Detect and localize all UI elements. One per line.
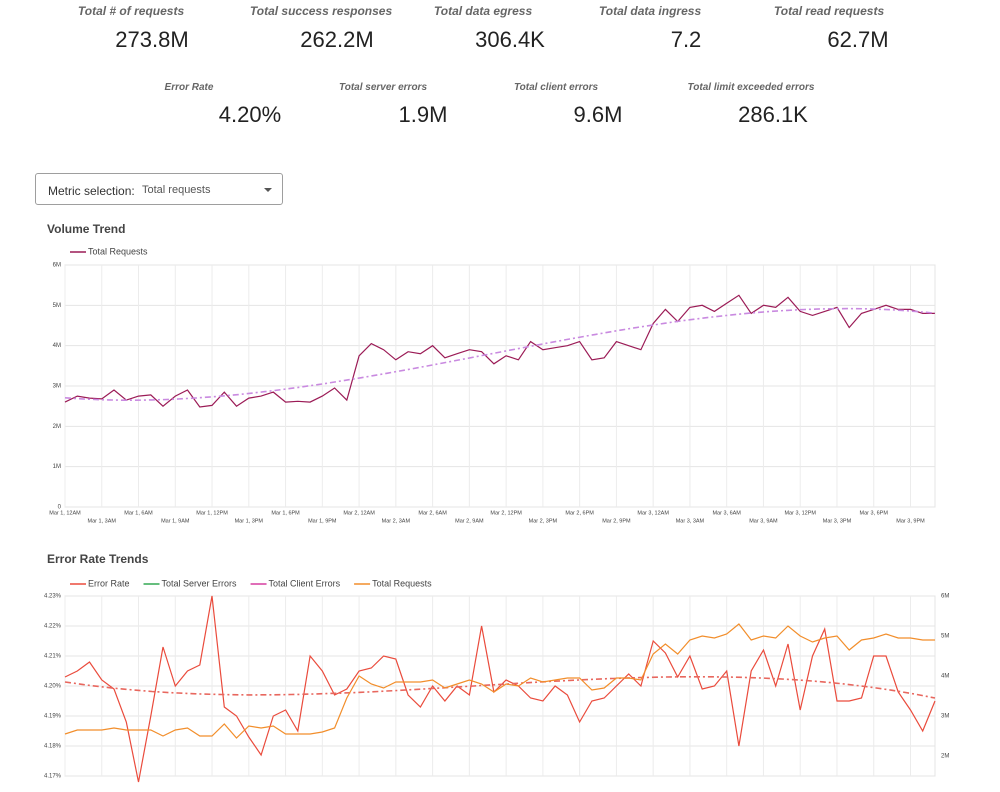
metric-dropdown[interactable]: Metric selection: Total requests <box>35 173 283 205</box>
y-tick-label: 1M <box>53 464 61 470</box>
kpi-value: 62.7M <box>827 27 889 52</box>
x-tick-label: Mar 1, 3AM <box>88 518 117 524</box>
y-tick-label: 2M <box>53 424 61 430</box>
legend-label: Total Client Errors <box>269 578 341 588</box>
kpi-label: Total client errors <box>513 82 599 93</box>
x-tick-label: Mar 1, 9AM <box>161 518 190 524</box>
x-tick-label: Mar 2, 9AM <box>455 518 484 524</box>
x-tick-label: Mar 3, 6PM <box>860 510 889 516</box>
kpi-label: Total limit exceeded errors <box>687 82 815 93</box>
trend-line <box>64 307 936 401</box>
y2-tick-label: 5M <box>941 634 949 640</box>
x-tick-label: Mar 2, 12AM <box>343 510 375 516</box>
y2-tick-label: 6M <box>941 594 949 600</box>
kpi-label: Total data ingress <box>598 4 702 18</box>
x-tick-label: Mar 2, 3AM <box>382 518 411 524</box>
series-line <box>64 595 936 783</box>
kpi-value: 9.6M <box>573 102 623 127</box>
y-tick-label: 4M <box>53 343 61 349</box>
x-tick-label: Mar 3, 3PM <box>823 518 852 524</box>
series-line <box>64 623 935 739</box>
y2-tick-label: 3M <box>941 714 949 720</box>
x-tick-label: Mar 3, 3AM <box>676 518 705 524</box>
kpi-value: 4.20% <box>218 102 282 127</box>
y-tick-label: 0 <box>58 505 62 511</box>
legend-label: Total Requests <box>372 578 432 588</box>
x-tick-label: Mar 1, 6PM <box>271 510 300 516</box>
x-tick-label: Mar 3, 9AM <box>749 518 778 524</box>
y-tick-label: 4.18% <box>44 744 62 750</box>
y-tick-label: 4.17% <box>44 774 62 780</box>
kpi-label: Error Rate <box>164 82 214 93</box>
kpi-label: Total server errors <box>338 82 428 93</box>
x-tick-label: Mar 2, 6PM <box>565 510 594 516</box>
kpi-value: 286.1K <box>738 102 808 127</box>
plot-frame <box>64 264 936 508</box>
kpi-label: Total read requests <box>773 4 885 18</box>
x-tick-label: Mar 1, 9PM <box>308 518 337 524</box>
y-tick-label: 4.22% <box>44 624 62 630</box>
y-tick-label: 3M <box>53 384 61 390</box>
dropdown-label: Metric selection: <box>48 184 135 198</box>
legend-label: Total Requests <box>88 246 148 256</box>
kpi-value: 273.8M <box>115 27 189 52</box>
dropdown-arrow <box>264 188 272 192</box>
x-tick-label: Mar 3, 6AM <box>712 510 741 516</box>
y-tick-label: 4.19% <box>44 714 62 720</box>
series-line <box>64 294 935 408</box>
x-tick-label: Mar 2, 12PM <box>490 510 522 516</box>
kpi-value: 306.4K <box>475 27 545 52</box>
chart-title: Volume Trend <box>47 222 125 236</box>
y-tick-label: 5M <box>53 303 61 309</box>
kpi-value: 7.2 <box>670 27 702 52</box>
trend-line <box>64 676 936 699</box>
y-tick-label: 6M <box>53 263 61 269</box>
y2-tick-label: 4M <box>941 674 949 680</box>
x-tick-label: Mar 3, 9PM <box>896 518 925 524</box>
x-tick-label: Mar 1, 12AM <box>49 510 81 516</box>
x-tick-label: Mar 1, 6AM <box>124 510 153 516</box>
kpi-value: 1.9M <box>398 102 448 127</box>
legend-label: Error Rate <box>88 578 130 588</box>
y2-tick-label: 2M <box>941 754 949 760</box>
kpi-label: Total data egress <box>433 4 533 18</box>
x-tick-label: Mar 3, 12AM <box>637 510 669 516</box>
x-tick-label: Mar 3, 12PM <box>784 510 816 516</box>
x-tick-label: Mar 1, 12PM <box>196 510 228 516</box>
dropdown-value: Total requests <box>142 184 211 196</box>
plot-frame <box>64 595 936 777</box>
x-tick-label: Mar 2, 3PM <box>529 518 558 524</box>
x-tick-label: Mar 2, 9PM <box>602 518 631 524</box>
chart-title: Error Rate Trends <box>47 552 149 566</box>
x-tick-label: Mar 2, 6AM <box>418 510 447 516</box>
legend-label: Total Server Errors <box>162 578 238 588</box>
kpi-label: Total # of requests <box>77 4 185 18</box>
y-tick-label: 4.20% <box>44 684 62 690</box>
kpi-value: 262.2M <box>300 27 374 52</box>
kpi-label: Total success responses <box>249 4 393 18</box>
x-tick-label: Mar 1, 3PM <box>235 518 264 524</box>
y-tick-label: 4.21% <box>44 654 62 660</box>
y-tick-label: 4.23% <box>44 594 62 600</box>
